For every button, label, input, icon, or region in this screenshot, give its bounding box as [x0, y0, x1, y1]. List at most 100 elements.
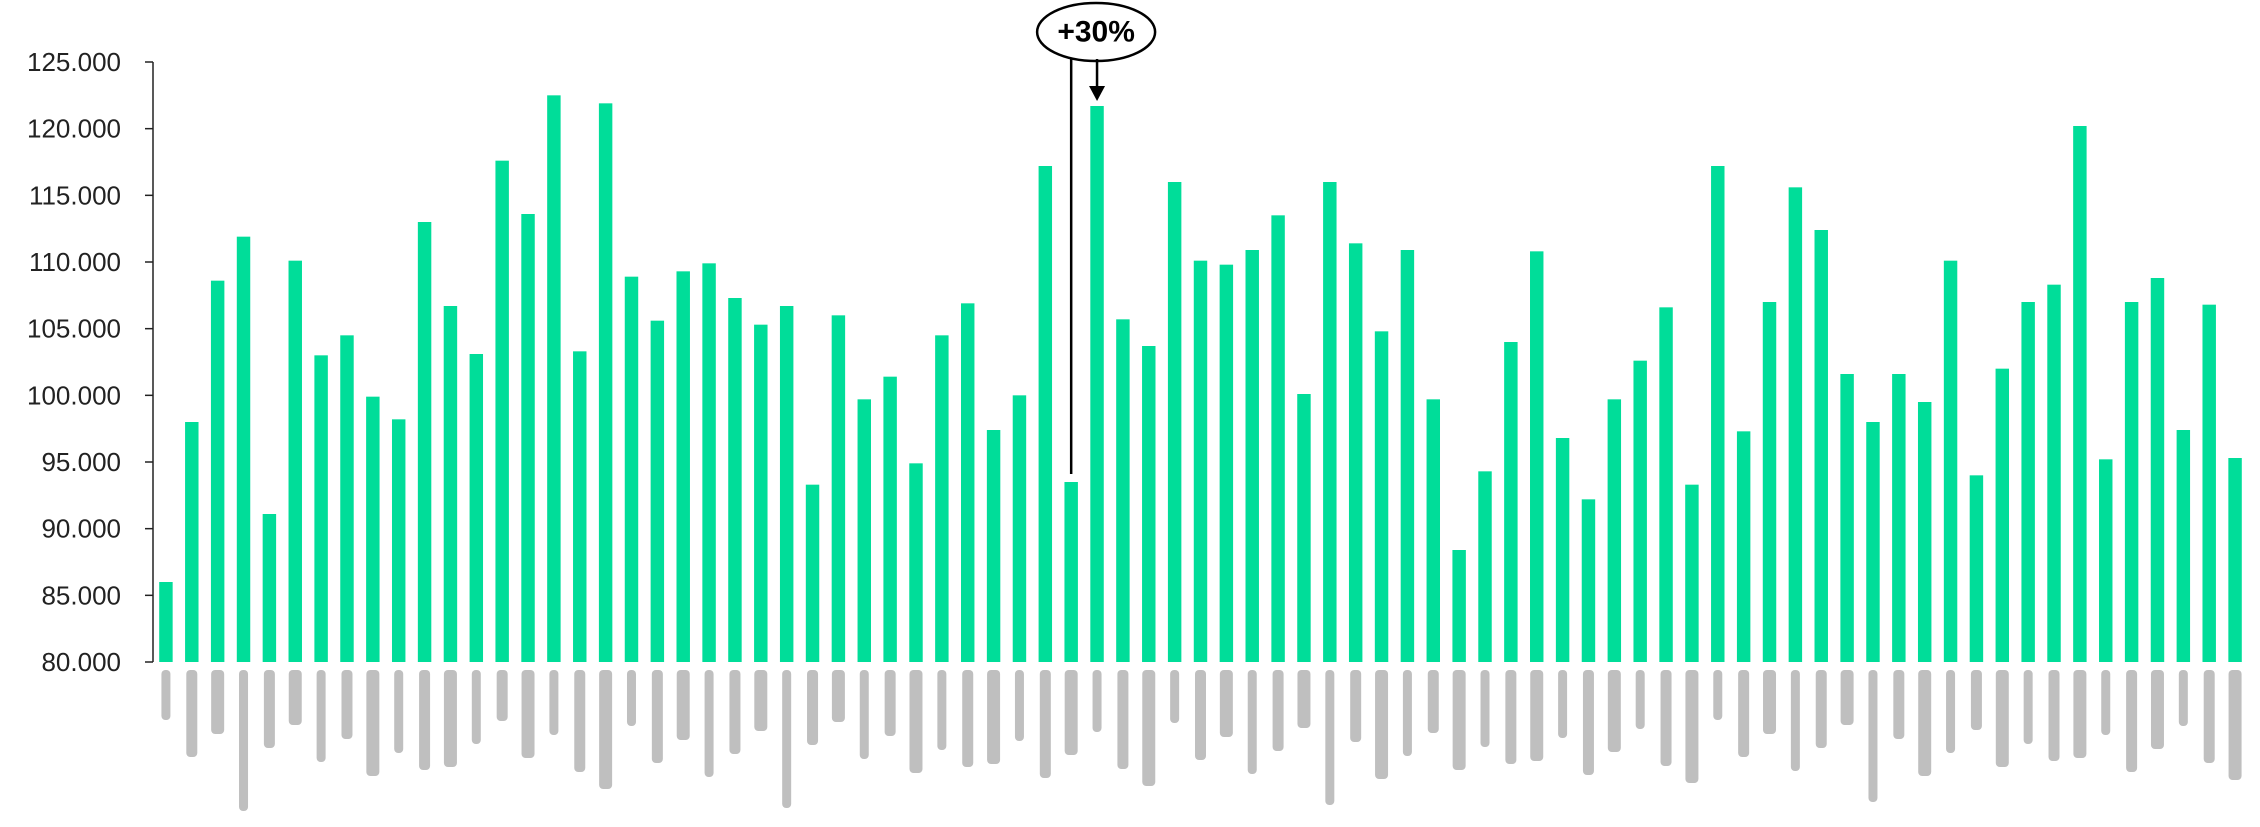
bar — [1452, 550, 1466, 662]
x-tick-label-illegible — [239, 670, 249, 811]
x-tick-label-illegible — [394, 670, 404, 753]
bar — [1167, 182, 1182, 662]
bar — [495, 160, 509, 662]
bar — [1038, 166, 1053, 662]
bar — [1142, 346, 1156, 662]
x-tick-label-illegible — [782, 670, 792, 808]
bar — [314, 355, 328, 662]
bar — [1711, 166, 1725, 662]
bar — [417, 222, 432, 662]
bar — [2228, 458, 2242, 662]
y-tick-label: 80.000 — [41, 647, 121, 677]
x-tick-label-illegible — [599, 670, 613, 789]
x-tick-label-illegible — [831, 670, 845, 722]
x-tick-label-illegible — [937, 670, 947, 750]
x-tick-label-illegible — [1918, 670, 1932, 776]
x-tick-label-illegible — [1272, 670, 1284, 751]
x-tick-label-illegible — [1660, 670, 1672, 766]
x-tick-label-illegible — [211, 670, 225, 734]
bar — [754, 324, 768, 662]
x-tick-label-illegible — [1350, 670, 1362, 742]
bar — [883, 376, 897, 662]
bar — [469, 354, 484, 662]
bar — [676, 271, 690, 662]
bar — [986, 430, 1001, 662]
bar — [391, 419, 406, 662]
x-tick-label-illegible — [2228, 670, 2242, 780]
y-tick-label: 85.000 — [41, 580, 121, 610]
x-tick-label-illegible — [161, 670, 171, 720]
x-tick-label-illegible — [1014, 670, 1024, 741]
x-tick-label-illegible — [1247, 670, 1257, 774]
bar — [288, 260, 302, 662]
x-tick-label-illegible — [1995, 670, 2009, 767]
bar — [2099, 459, 2113, 662]
bar — [236, 236, 251, 662]
bar — [1116, 319, 1130, 662]
y-tick-label: 90.000 — [41, 514, 121, 544]
x-tick-label-illegible — [1064, 670, 1078, 755]
bar — [547, 95, 561, 663]
x-tick-label-illegible — [1402, 670, 1412, 756]
x-tick-label-illegible — [1607, 670, 1621, 752]
x-tick-label-illegible — [1480, 670, 1490, 747]
bar — [831, 315, 846, 662]
bar — [1762, 302, 1777, 662]
x-tick-label-illegible — [1840, 670, 1854, 725]
y-tick-label: 110.000 — [29, 247, 121, 277]
bar — [1219, 264, 1234, 662]
y-tick-label: 105.000 — [27, 314, 121, 344]
x-tick-label-illegible — [1375, 670, 1389, 779]
bar — [1193, 260, 1208, 662]
bar — [1478, 471, 1492, 662]
bar — [1736, 431, 1751, 662]
bar — [1323, 182, 1337, 662]
x-tick-label-illegible — [1763, 670, 1777, 734]
x-tick-label-illegible — [2126, 670, 2138, 772]
x-tick-label-illegible — [496, 670, 508, 721]
x-tick-label-illegible — [1790, 670, 1800, 771]
x-tick-label-illegible — [1868, 670, 1878, 802]
bar — [1943, 260, 1958, 662]
x-tick-label-illegible — [626, 670, 636, 726]
bar — [805, 484, 820, 662]
bar — [1659, 307, 1673, 662]
x-tick-label-illegible — [341, 670, 353, 739]
x-tick-label-illegible — [2023, 670, 2033, 744]
x-tick-label-illegible — [419, 670, 431, 770]
bar — [2021, 302, 2035, 662]
bar — [1917, 402, 1932, 662]
x-tick-label-illegible — [1505, 670, 1517, 764]
x-tick-label-illegible — [288, 670, 302, 725]
x-tick-label-illegible — [1427, 670, 1439, 733]
x-tick-label-illegible — [704, 670, 714, 777]
x-tick-label-illegible — [1092, 670, 1102, 732]
x-tick-label-illegible — [1946, 670, 1956, 753]
y-tick-label: 120.000 — [27, 114, 121, 144]
x-tick-label-illegible — [1452, 670, 1466, 770]
x-tick-label-illegible — [443, 670, 457, 767]
bar — [340, 335, 354, 662]
annotation-arrowhead — [1089, 86, 1106, 101]
x-tick-label-illegible — [366, 670, 380, 776]
x-tick-label-illegible — [859, 670, 869, 759]
bar — [1090, 106, 1104, 662]
x-tick-label-illegible — [1297, 670, 1311, 728]
bar — [728, 298, 742, 662]
bar — [960, 303, 975, 662]
bar — [185, 422, 199, 662]
bar — [909, 463, 923, 662]
growth-annotation: +30% — [1035, 1, 1157, 474]
x-tick-label-illegible — [1713, 670, 1723, 720]
x-tick-label-illegible — [987, 670, 1001, 764]
bar — [2150, 278, 2165, 662]
bar — [443, 306, 458, 662]
x-tick-label-illegible — [729, 670, 741, 754]
bar — [1607, 399, 1622, 662]
x-tick-label-illegible — [1039, 670, 1051, 778]
bar — [779, 306, 794, 662]
bar — [1969, 475, 1984, 662]
x-tick-label-illegible — [471, 670, 481, 744]
bar — [1530, 251, 1544, 663]
